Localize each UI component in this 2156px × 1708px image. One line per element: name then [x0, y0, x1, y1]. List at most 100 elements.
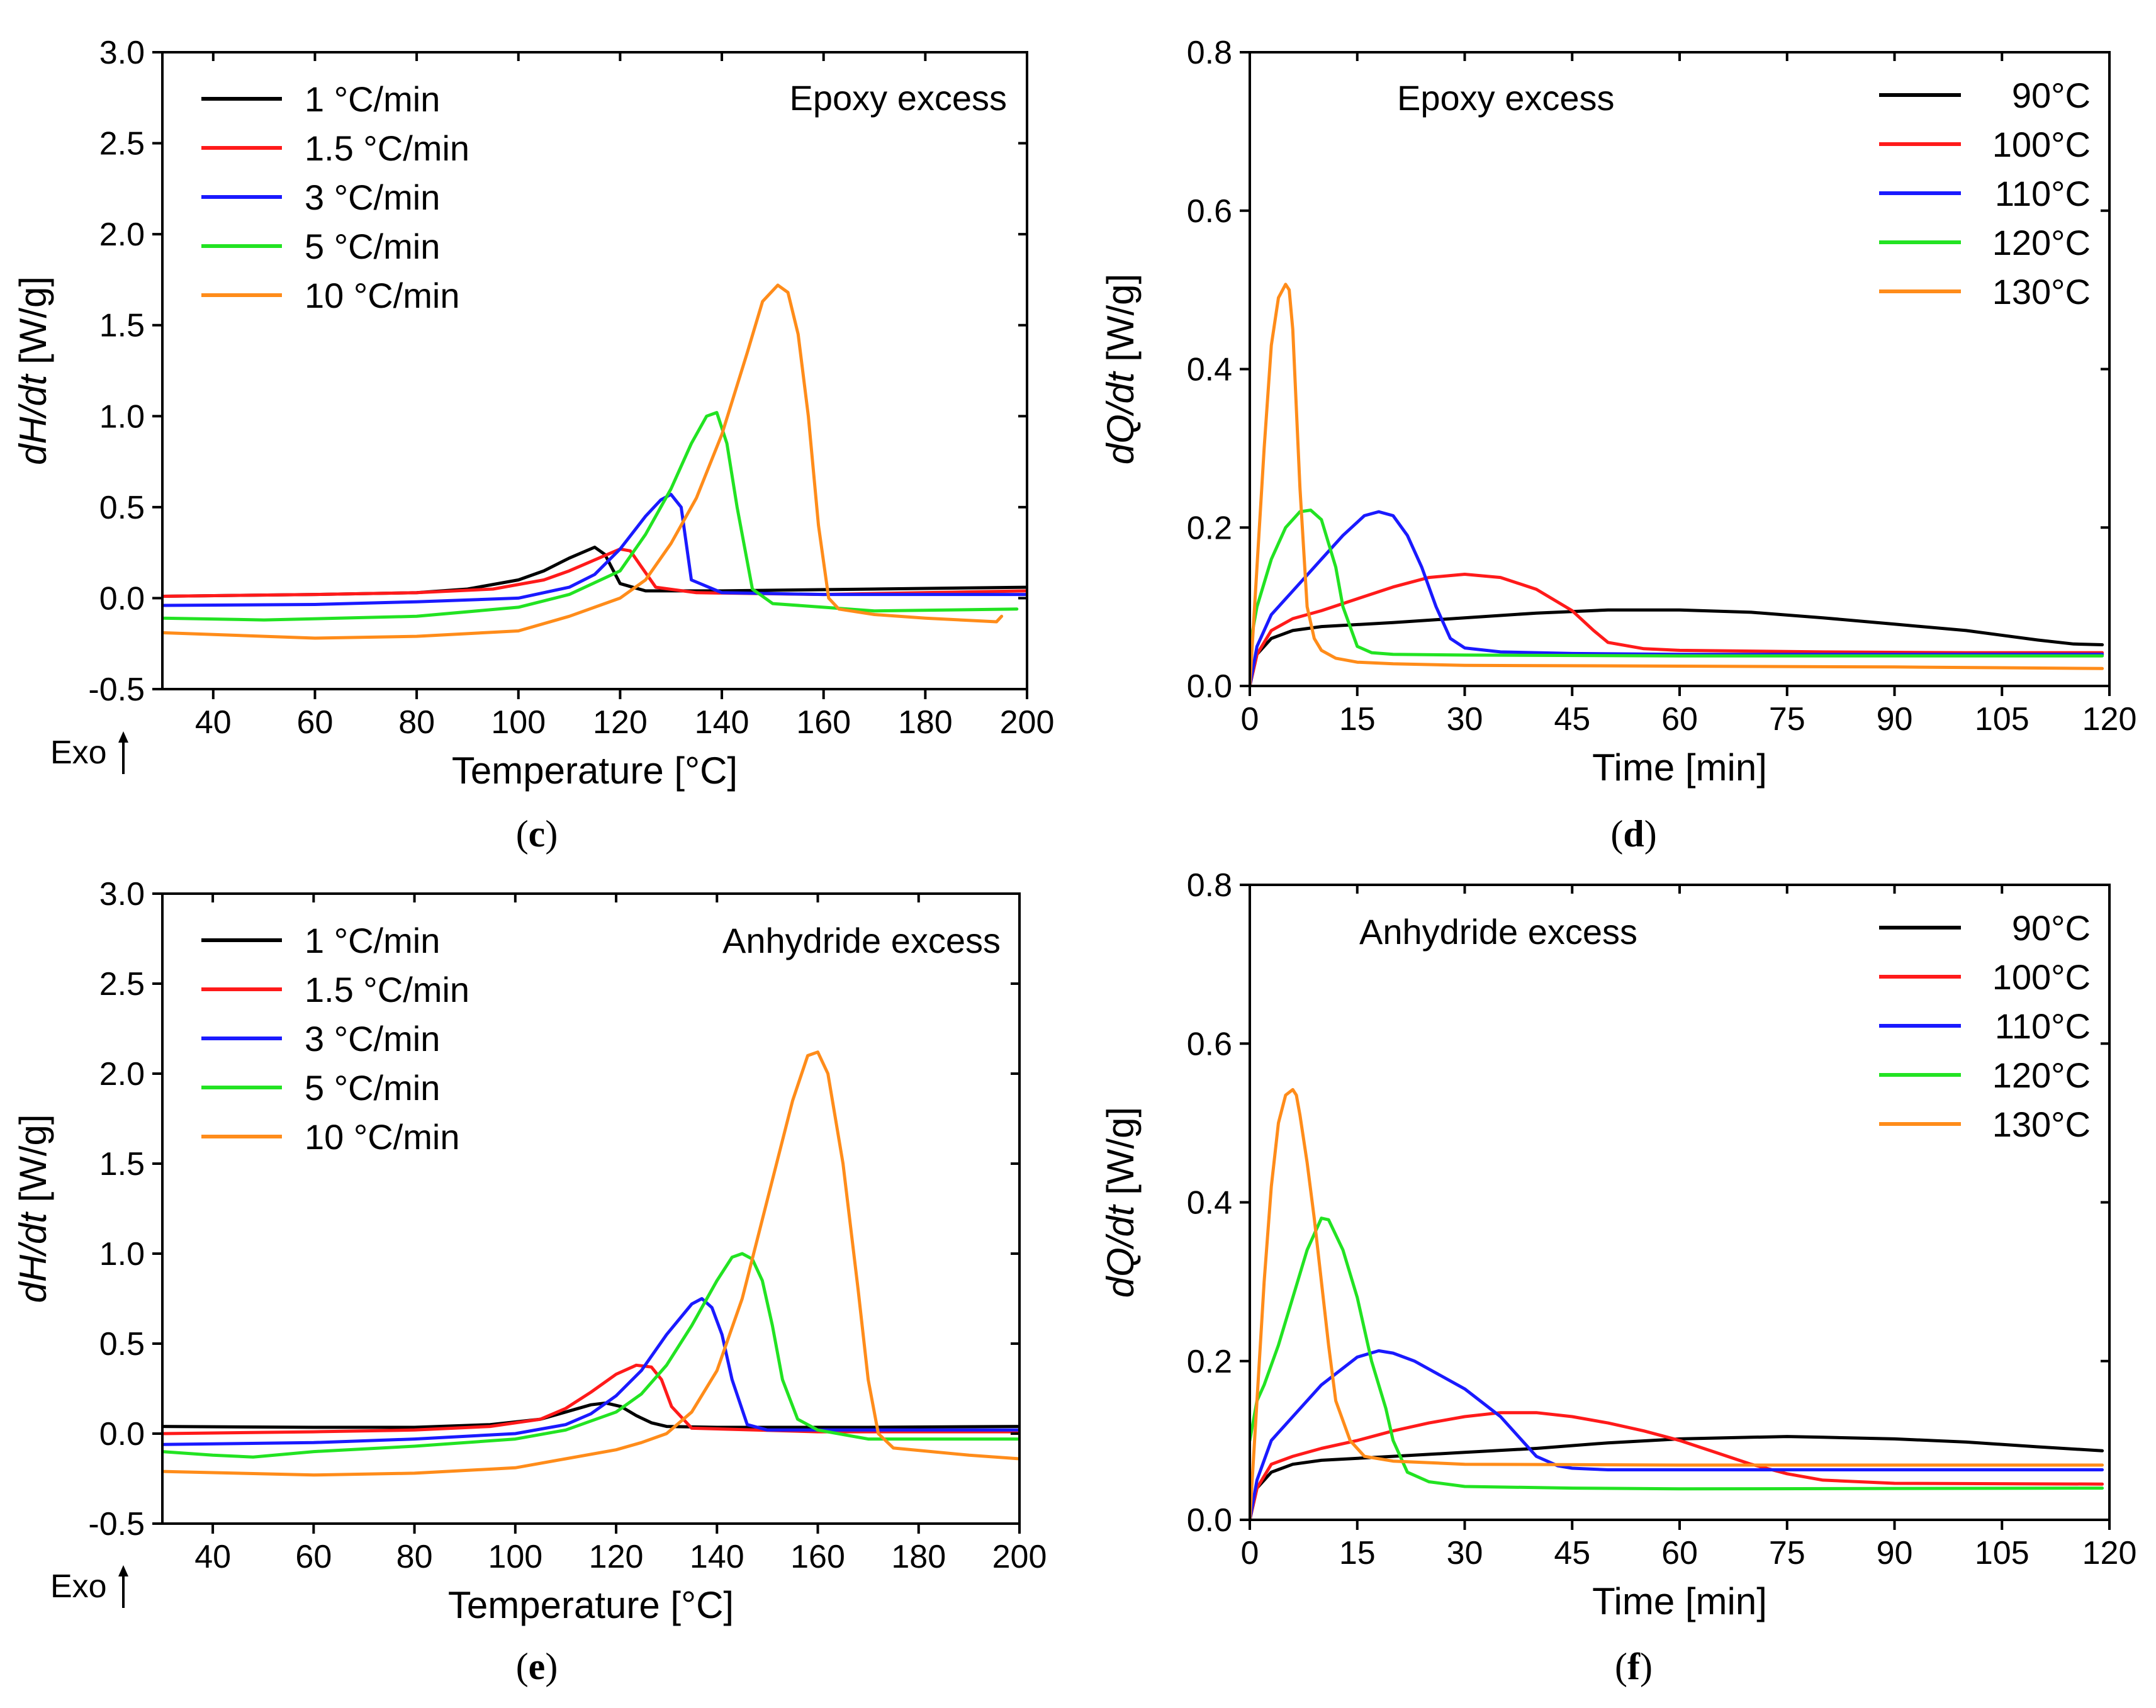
panel-label-d: (d) [1610, 813, 1656, 855]
legend-label-1: 100°C [1992, 125, 2091, 164]
series-line-d-4 [1250, 283, 2104, 686]
legend-label-4: 130°C [1992, 1104, 2091, 1144]
y-tick-label: 0.6 [1187, 1026, 1232, 1062]
y-tick-label: 0.0 [1187, 1502, 1232, 1539]
x-tick-label: 45 [1554, 701, 1590, 738]
x-axis-title: Temperature [°C] [452, 750, 738, 792]
panel-label-f: (f) [1615, 1646, 1653, 1687]
series-line-c-3 [162, 411, 1019, 622]
y-tick-label: 1.5 [99, 308, 145, 344]
y-tick-label: 1.5 [99, 1146, 145, 1183]
x-tick-label: 45 [1554, 1535, 1590, 1571]
y-tick-label: 2.0 [99, 216, 145, 253]
y-axis-title: dQ/dt [W/g] [1099, 1107, 1142, 1298]
y-tick-label: 0.5 [99, 490, 145, 526]
y-axis-title-unit: [W/g] [12, 1114, 54, 1213]
y-axis-title-unit: [W/g] [1099, 1107, 1142, 1206]
exo-label: Exo [50, 734, 107, 771]
annotation-label: Anhydride excess [1359, 912, 1637, 952]
series-line-f-4 [1250, 1087, 2104, 1520]
x-tick-label: 120 [593, 704, 648, 741]
x-tick-label: 30 [1447, 701, 1483, 738]
x-tick-label: 75 [1769, 701, 1805, 738]
legend: 90°C 100°C 110°C 120°C 130°C [1879, 908, 2091, 1144]
y-axis-title-symbol: dH/dt [12, 1211, 54, 1303]
panel-label-c: (c) [516, 813, 558, 855]
y-tick-label: 2.5 [99, 126, 145, 162]
legend-label-1: 1.5 °C/min [305, 970, 469, 1009]
x-tick-label: 60 [1661, 1535, 1698, 1571]
y-tick-label: -0.5 [88, 1506, 145, 1542]
legend-label-1: 1.5 °C/min [305, 128, 469, 168]
x-tick-label: 30 [1447, 1535, 1483, 1571]
legend-label-2: 110°C [1995, 174, 2091, 213]
legend: 1 °C/min 1.5 °C/min 3 °C/min 5 °C/min 10 °C/… [201, 921, 469, 1157]
series-line-c-2 [162, 493, 1027, 607]
plot-frame [1249, 884, 2111, 1521]
exo-indicator-c: Exo [50, 731, 128, 774]
y-tick-label: 0.4 [1187, 352, 1232, 388]
annotation-label: Epoxy excess [790, 78, 1008, 118]
y-axis-title-symbol: dQ/dt [1099, 371, 1142, 464]
series-line-e-2 [162, 1297, 1019, 1446]
series-line-c-4 [162, 283, 1004, 640]
y-tick-label: 3.0 [99, 35, 145, 71]
series-line-d-1 [1250, 573, 2104, 686]
y-tick-label: -0.5 [88, 671, 145, 708]
x-tick-label: 180 [891, 1539, 946, 1575]
x-tick-label: 15 [1339, 1535, 1376, 1571]
y-tick-label: 0.2 [1187, 510, 1232, 546]
y-axis-title-symbol: dQ/dt [1099, 1204, 1142, 1298]
y-tick-label: 0.0 [99, 1416, 145, 1452]
x-tick-label: 60 [297, 704, 334, 741]
x-axis-title: Time [min] [1592, 746, 1767, 789]
legend-label-3: 120°C [1992, 223, 2091, 262]
legend-label-4: 10 °C/min [305, 276, 459, 315]
y-tick-label: 0.0 [99, 580, 145, 617]
legend-label-2: 110°C [1995, 1006, 2091, 1046]
x-tick-label: 105 [1975, 1535, 2030, 1571]
x-tick-label: 60 [295, 1539, 332, 1575]
panel-label-e: (e) [516, 1646, 558, 1687]
legend-label-2: 3 °C/min [305, 177, 440, 217]
exo-arrow-head [118, 731, 128, 743]
y-tick-label: 0.4 [1187, 1185, 1232, 1222]
x-tick-label: 80 [398, 704, 435, 741]
y-axis-title: dQ/dt [W/g] [1099, 274, 1142, 464]
x-tick-label: 120 [2082, 701, 2137, 738]
annotation-label: Epoxy excess [1397, 78, 1615, 118]
x-tick-label: 160 [790, 1539, 845, 1575]
y-tick-label: 1.0 [99, 398, 145, 435]
x-tick-label: 40 [195, 704, 232, 741]
exo-indicator-e: Exo [50, 1565, 128, 1608]
panel-d: 0 15 30 45 60 75 90 105 120 0.0 0.2 0.4 0.6 0.8 Time [… [1099, 35, 2136, 789]
y-tick-label: 0.8 [1187, 867, 1232, 904]
series-line-e-1 [162, 1363, 1019, 1436]
x-tick-label: 15 [1339, 701, 1376, 738]
legend: 1 °C/min 1.5 °C/min 3 °C/min 5 °C/min 10 °C/… [201, 79, 469, 315]
legend-label-0: 90°C [2012, 908, 2091, 948]
annotation-label: Anhydride excess [722, 921, 1001, 960]
x-tick-label: 60 [1661, 701, 1698, 738]
x-tick-label: 0 [1241, 1535, 1259, 1571]
series-line-d-0 [1250, 608, 2104, 686]
y-tick-label: 2.0 [99, 1056, 145, 1093]
legend-label-0: 1 °C/min [305, 79, 440, 119]
x-tick-label: 90 [1877, 701, 1913, 738]
x-tick-label: 80 [396, 1539, 433, 1575]
x-axis-title: Temperature [°C] [448, 1584, 734, 1626]
x-tick-label: 140 [690, 1539, 744, 1575]
exo-arrow-head [118, 1565, 128, 1576]
y-tick-label: 3.0 [99, 876, 145, 913]
legend-label-1: 100°C [1992, 957, 2091, 997]
y-tick-label: 2.5 [99, 966, 145, 1003]
legend-label-3: 120°C [1992, 1055, 2091, 1095]
legend-label-3: 5 °C/min [305, 1068, 440, 1108]
x-tick-label: 180 [898, 704, 953, 741]
y-axis-title: dH/dt [W/g] [12, 1114, 54, 1303]
series-line-d-3 [1250, 508, 2104, 658]
x-tick-label: 200 [1000, 704, 1055, 741]
series-line-c-1 [162, 547, 1027, 598]
x-tick-label: 120 [2082, 1535, 2137, 1571]
